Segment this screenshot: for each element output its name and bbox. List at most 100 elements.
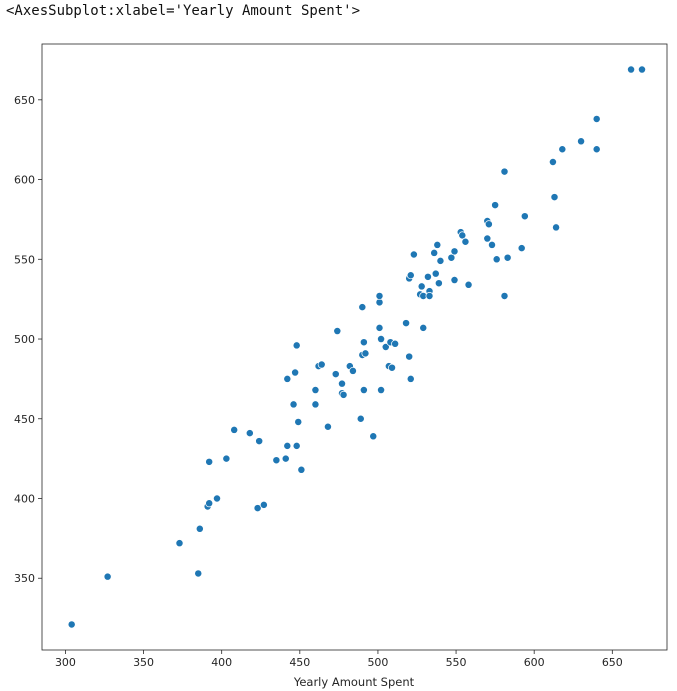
data-point [230,425,239,434]
data-point [253,504,262,513]
data-point [433,240,442,249]
data-point [503,253,512,262]
y-tick-label: 600 [14,174,35,187]
y-tick-label: 450 [14,413,35,426]
data-point [500,292,509,300]
data-point [297,465,306,474]
x-tick-label: 500 [367,656,388,669]
data-point [417,282,426,291]
data-points [67,65,646,629]
data-point [245,429,254,438]
data-point [491,201,500,210]
x-tick-label: 300 [55,656,76,669]
data-point [259,500,268,509]
data-point [436,256,445,265]
x-tick-label: 600 [524,656,545,669]
x-tick-label: 350 [133,656,154,669]
data-point [377,386,386,395]
data-point [294,418,303,426]
data-point [520,212,529,221]
y-axis: 350 400 450 500 550 600 650 [14,94,42,585]
data-point [548,158,557,166]
data-point [447,253,456,262]
data-point [291,368,300,377]
data-point [430,248,439,257]
data-point [517,244,526,253]
data-point [434,279,443,288]
data-point [405,352,414,361]
data-point [450,276,459,284]
data-point [458,231,467,240]
data-point [592,145,601,154]
data-point [213,494,221,503]
data-point [175,539,184,548]
data-point [317,360,326,369]
data-point [339,390,348,399]
data-point [552,223,561,232]
data-point [281,454,290,463]
data-point [558,145,567,154]
data-point [500,167,509,176]
data-point [461,237,470,246]
data-point [406,374,415,383]
data-point [488,240,496,249]
data-point [492,255,501,264]
data-point [283,441,292,450]
data-point [377,335,386,343]
data-point [431,269,440,278]
data-point [375,323,384,332]
data-point [338,379,346,388]
data-point [331,370,340,379]
data-point [419,323,428,332]
x-axis: 300 350 400 450 500 550 600 650 [55,650,623,669]
data-point [283,374,292,383]
data-point [627,65,636,74]
y-tick-label: 400 [14,493,35,506]
y-tick-label: 500 [14,333,35,346]
data-point [483,234,492,243]
data-point [356,414,365,423]
data-point [388,363,396,372]
data-point [423,272,432,281]
data-point [402,319,411,328]
data-point [464,280,473,289]
y-tick-label: 650 [14,94,35,107]
data-point [194,569,203,578]
data-point [638,65,646,74]
data-point [255,437,264,446]
data-point [406,271,415,280]
data-point [311,386,320,395]
data-point [205,499,214,508]
data-point [359,386,368,395]
data-point [391,339,400,348]
data-point [67,620,76,629]
data-point [369,432,378,441]
data-point [409,250,418,259]
x-axis-label: Yearly Amount Spent [293,675,415,689]
data-point [103,572,112,581]
data-point [289,400,298,409]
data-point [425,292,434,300]
data-point [272,456,281,465]
data-point [292,441,301,450]
output-repr-text: <AxesSubplot:xlabel='Yearly Amount Spent… [6,3,361,19]
data-point [359,338,368,347]
x-tick-label: 650 [602,656,623,669]
data-point [358,303,367,312]
data-point [577,137,586,146]
data-point [592,115,601,123]
data-point [375,292,384,300]
data-point [195,524,204,533]
y-tick-label: 350 [14,572,35,585]
data-point [450,247,459,256]
data-point [323,422,332,431]
data-point [292,341,301,350]
y-tick-label: 550 [14,253,35,266]
data-point [333,327,342,336]
data-point [205,457,214,466]
x-tick-label: 550 [446,656,467,669]
data-point [361,349,370,358]
data-point [348,366,357,375]
data-point [222,454,231,463]
